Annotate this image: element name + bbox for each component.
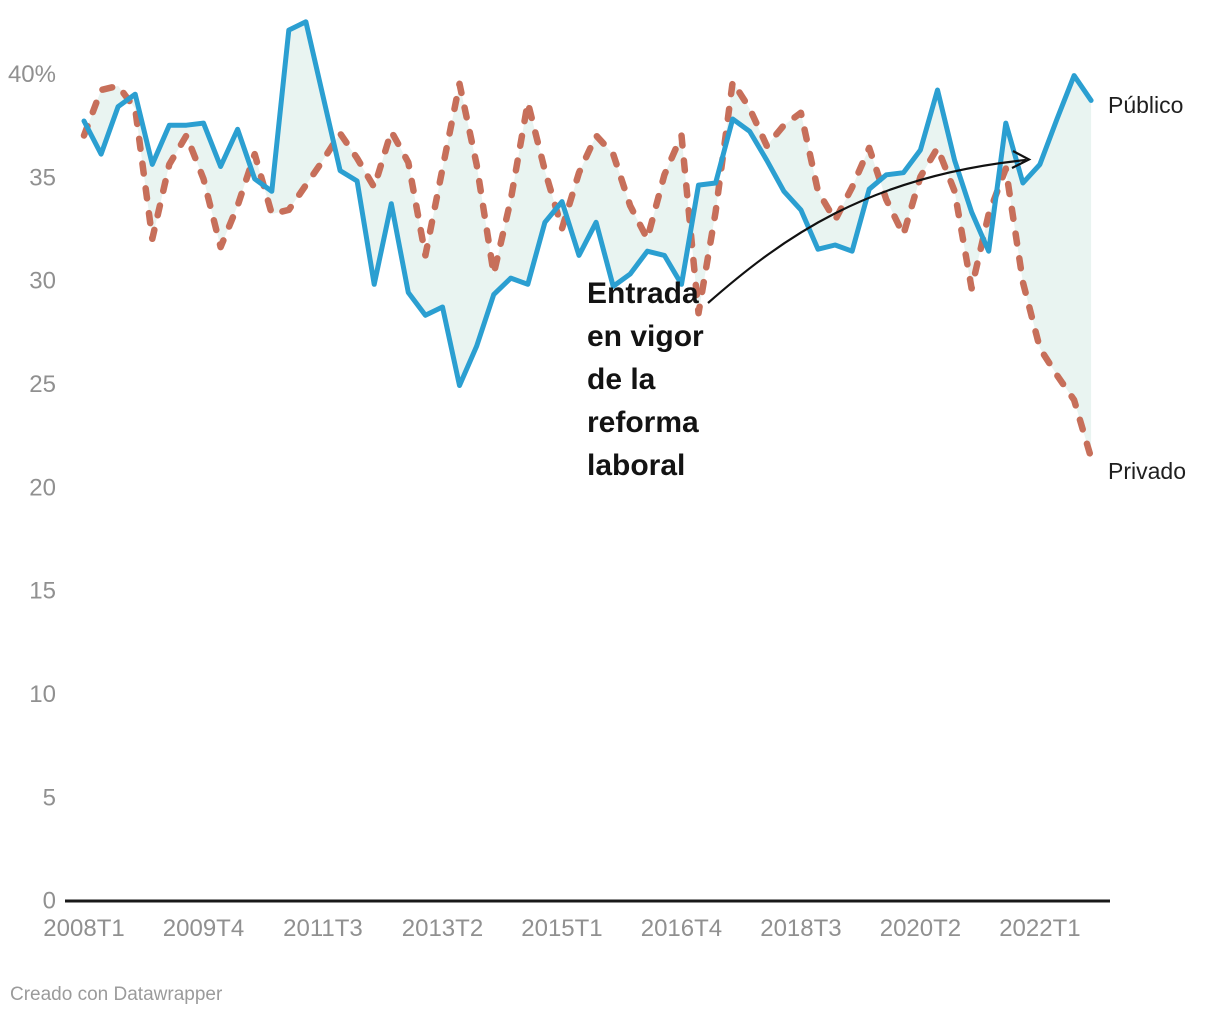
y-tick-label: 30 <box>29 268 56 295</box>
x-tick-label: 2020T2 <box>880 915 961 942</box>
y-tick-label: 0 <box>43 888 56 915</box>
x-tick-label: 2015T1 <box>521 915 602 942</box>
annotation-arrowhead <box>1011 150 1032 169</box>
x-tick-label: 2016T4 <box>641 915 722 942</box>
y-tick-label: 40% <box>8 61 56 88</box>
privado-line <box>80 78 1095 462</box>
series-label-privado: Privado <box>1108 458 1186 484</box>
series-label-publico: Público <box>1108 92 1184 118</box>
x-tick-label: 2013T2 <box>402 915 483 942</box>
y-tick-label: 10 <box>29 681 56 708</box>
y-tick-label: 5 <box>43 784 56 811</box>
x-tick-label: 2011T3 <box>283 915 363 942</box>
y-tick-label: 15 <box>29 578 56 605</box>
annotation-arrow <box>707 158 1027 304</box>
publico-line <box>81 19 1094 388</box>
y-tick-label: 25 <box>29 371 56 398</box>
x-tick-label: 2008T1 <box>43 915 124 942</box>
x-tick-label: 2009T4 <box>163 915 244 942</box>
x-tick-label: 2022T1 <box>999 915 1080 942</box>
x-tick-label: 2018T3 <box>760 915 841 942</box>
y-tick-label: 35 <box>29 164 56 191</box>
y-tick-label: 20 <box>29 474 56 501</box>
footer-credit: Creado con Datawrapper <box>10 984 223 1005</box>
annotation-reforma-laboral: Entrada en vigor de la reforma laboral <box>587 277 704 482</box>
